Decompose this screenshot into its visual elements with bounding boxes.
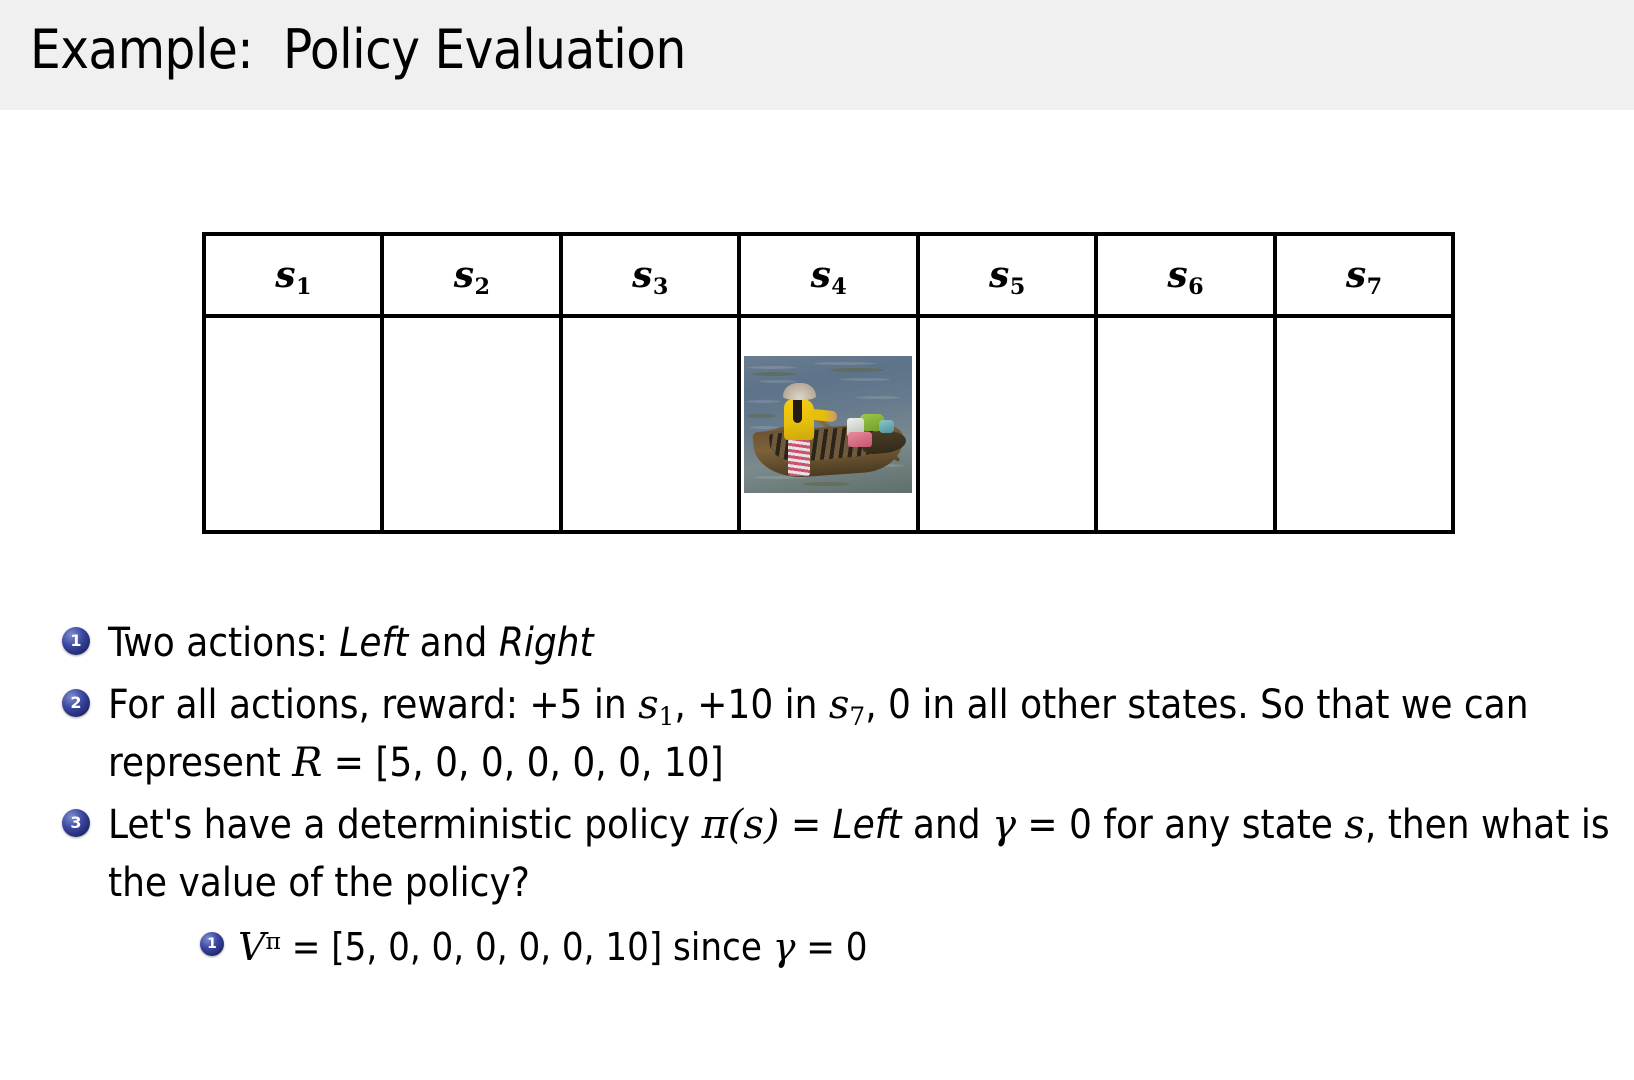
cargo-teal <box>879 419 895 433</box>
cargo-pink <box>848 431 873 447</box>
conical-hat-icon <box>783 382 817 400</box>
b3-conjunction: and <box>901 802 993 848</box>
state-label-s1: s1 <box>275 254 312 301</box>
b3-state-s: s <box>1344 802 1365 848</box>
state-cell-s5: s5 <box>915 232 1099 318</box>
state-content-s2 <box>380 314 563 534</box>
state-content-s5 <box>915 314 1099 534</box>
person-legs <box>788 437 811 476</box>
b2-reward-plus10: +10 <box>697 682 774 728</box>
b3-prefix: Let's have a deterministic policy <box>108 802 702 848</box>
state-grid: s1 s2 s3 s4 s5 s6 s7 <box>201 232 1456 534</box>
b3-gamma-symbol: γ <box>992 802 1016 848</box>
state-cell-s4: s4 <box>737 232 920 318</box>
value-equals: = <box>280 925 332 969</box>
b2-state-s7: s7 <box>828 682 866 732</box>
state-label-s2: s2 <box>453 254 490 301</box>
cargo-green <box>860 413 885 431</box>
b1-action-left: Left <box>339 620 409 666</box>
b2-reward-vector: [5, 0, 0, 0, 0, 0, 10] <box>375 740 724 786</box>
b2-comma: , <box>674 682 698 728</box>
b3-rest: , then what is the value of the policy? <box>108 802 1610 906</box>
b1-prefix: Two actions: <box>108 620 340 666</box>
state-content-s4 <box>737 314 920 534</box>
person-hair <box>793 397 803 423</box>
b2-in-1: in <box>582 682 639 728</box>
b3-gamma-value: = 0 <box>1015 802 1092 848</box>
list-item-3: 3 Let's have a deterministic policy π(s)… <box>62 796 1622 979</box>
person-arm <box>809 408 838 422</box>
b2-symbol-R: R <box>292 740 323 786</box>
state-cell-s2: s2 <box>380 232 563 318</box>
list-item-3-text: Let's have a deterministic policy π(s) =… <box>108 796 1622 979</box>
value-vector: [5, 0, 0, 0, 0, 0, 10] <box>331 925 663 969</box>
sub-list-item-1: 1 Vπ = [5, 0, 0, 0, 0, 0, 10] since γ = … <box>200 920 1622 975</box>
b2-reward-plus5: +5 <box>529 682 583 728</box>
state-cell-s7: s7 <box>1272 232 1456 318</box>
b2-state-s1: s1 <box>638 682 675 732</box>
state-cell-s1: s1 <box>201 232 385 318</box>
b2-in-2: in <box>773 682 829 728</box>
boat-photo-icon <box>744 355 913 493</box>
value-gamma-symbol: γ <box>772 925 796 969</box>
state-content-s3 <box>558 314 742 534</box>
b3-mid: for any state <box>1091 802 1345 848</box>
state-cell-s3: s3 <box>558 232 742 318</box>
state-label-s5: s5 <box>988 254 1026 301</box>
bullet-list: 1 Two actions: Left and Right 2 For all … <box>62 614 1622 983</box>
bullet-number-icon-2: 2 <box>62 689 90 717</box>
b3-equals: = <box>779 802 833 848</box>
state-label-s4: s4 <box>810 254 847 301</box>
state-content-s7 <box>1272 314 1456 534</box>
agent-photo-wrapper <box>741 318 915 530</box>
b1-action-right: Right <box>498 620 594 666</box>
b3-action-left: Left <box>832 802 902 848</box>
state-label-s3: s3 <box>632 254 669 301</box>
list-item-2: 2 For all actions, reward: +5 in s1, +10… <box>62 676 1622 792</box>
state-grid-content-row <box>201 314 1456 534</box>
state-label-s6: s6 <box>1167 254 1204 301</box>
page-title: Example: Policy Evaluation <box>30 18 686 81</box>
sub-bullet-list: 1 Vπ = [5, 0, 0, 0, 0, 0, 10] since γ = … <box>200 920 1622 975</box>
b2-equals: = <box>322 740 376 786</box>
value-since: since <box>662 925 773 969</box>
list-item-2-text: For all actions, reward: +5 in s1, +10 i… <box>108 676 1622 792</box>
b3-policy-pi: π(s) <box>701 802 780 848</box>
state-cell-s6: s6 <box>1094 232 1277 318</box>
list-item-1: 1 Two actions: Left and Right <box>62 614 1622 672</box>
bullet-number-icon-3: 3 <box>62 809 90 837</box>
sub-bullet-number-icon-1: 1 <box>200 932 224 956</box>
b2-rest: , 0 in all other states. So that we can … <box>108 682 1529 786</box>
state-content-s1 <box>201 314 385 534</box>
sub-list-item-1-text: Vπ = [5, 0, 0, 0, 0, 0, 10] since γ = 0 <box>238 920 1622 975</box>
state-label-s7: s7 <box>1345 254 1383 301</box>
slide-header-bar: Example: Policy Evaluation <box>0 0 1634 110</box>
b1-conjunction: and <box>408 620 499 666</box>
b2-prefix: For all actions, reward: <box>108 682 530 728</box>
bullet-number-icon-1: 1 <box>62 627 90 655</box>
state-grid-label-row: s1 s2 s3 s4 s5 s6 s7 <box>201 232 1456 318</box>
value-function-symbol: Vπ <box>238 925 281 969</box>
list-item-1-text: Two actions: Left and Right <box>108 614 1622 672</box>
state-content-s6 <box>1094 314 1277 534</box>
value-gamma-value: = 0 <box>795 925 868 969</box>
